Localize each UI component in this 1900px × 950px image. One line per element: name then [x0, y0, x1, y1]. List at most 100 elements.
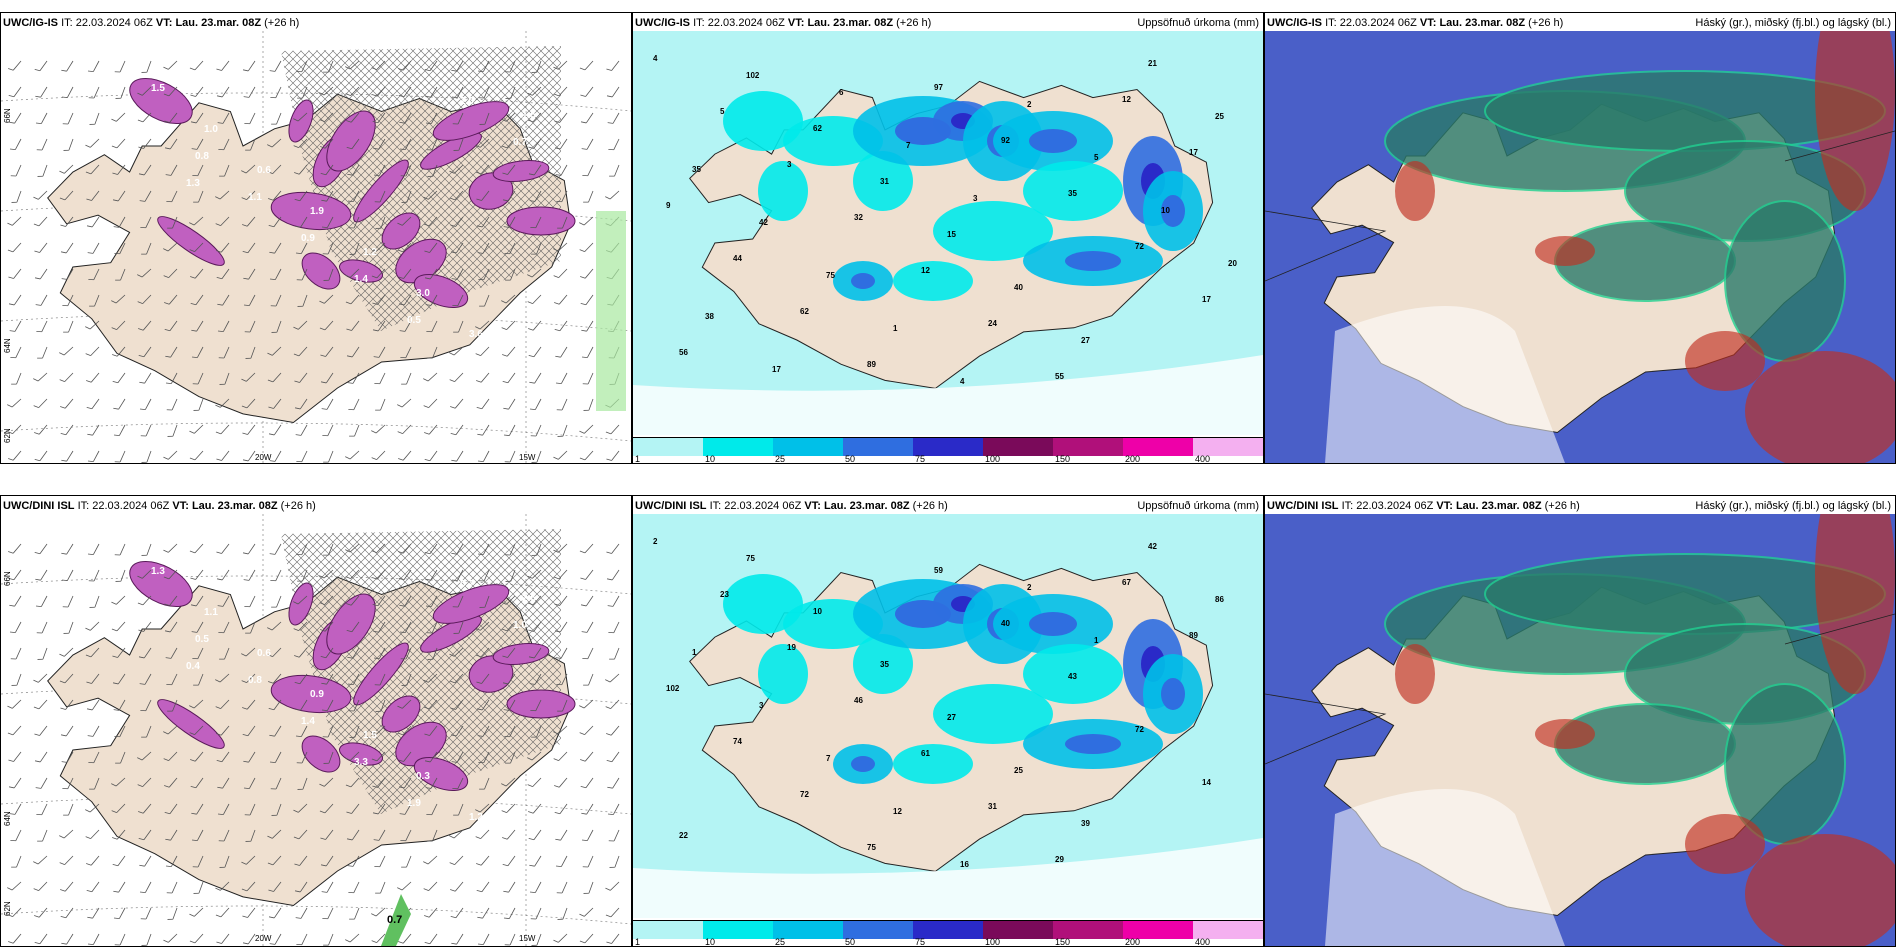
panel-header: UWC/IG-IS IT: 22.03.2024 06Z VT: Lau. 23… — [635, 17, 932, 29]
snow-value-label: 0.4 — [186, 661, 200, 672]
snow-value-label: 0.9 — [301, 233, 315, 244]
precip-value-label: 19 — [787, 643, 796, 652]
precip-value-label: 12 — [921, 266, 930, 275]
precip-value-label: 9 — [666, 201, 671, 210]
precip-value-label: 29 — [1055, 855, 1064, 864]
snow-value-label: 1.0 — [513, 620, 527, 631]
precip-value-label: 1 — [1094, 636, 1099, 645]
legend-level-label: 200 — [1125, 454, 1141, 464]
precip-value-label: 17 — [772, 365, 781, 374]
panel-precip-igis: UWC/IG-IS IT: 22.03.2024 06Z VT: Lau. 23… — [632, 12, 1264, 464]
legend-color-box — [633, 437, 704, 456]
legend-level-label: 1 — [635, 937, 641, 947]
precip-value-label: 56 — [679, 348, 688, 357]
panel-snow-wind-dini: UWC/DINI ISL IT: 22.03.2024 06Z VT: Lau.… — [0, 495, 632, 947]
legend-color-box — [1193, 920, 1263, 939]
panel-clouds-dini: UWC/DINI ISL IT: 22.03.2024 06Z VT: Lau.… — [1264, 495, 1896, 947]
lat-label-62n: 62N — [3, 428, 12, 443]
snow-value-label: 1.1 — [204, 607, 218, 618]
snow-value-label: 0.3 — [416, 771, 430, 782]
precip-value-label: 35 — [880, 660, 889, 669]
precip-value-label: 89 — [867, 360, 876, 369]
legend-level-label: 400 — [1195, 454, 1211, 464]
map-canvas-1: 1.5 1.0 0.6 1.9 1.2 3.0 3.6 1.5 0.8 1.1 0.9 1.4 0.5 1… — [1, 31, 631, 463]
snow-value-label: 1.4 — [354, 274, 368, 285]
precip-map: 2 23 19 46 61 31 29 67 89 102 74 72 75 59 40 43 72 14 22 75… — [633, 514, 1263, 918]
precip-value-label: 31 — [880, 177, 889, 186]
panel-clouds-igis: UWC/IG-IS IT: 22.03.2024 06Z VT: Lau. 23… — [1264, 12, 1896, 464]
legend-level-label: 100 — [985, 454, 1001, 464]
precip-value-label: 75 — [867, 843, 876, 852]
precip-value-label: 27 — [947, 713, 956, 722]
snow-value-label: 1.2 — [363, 247, 377, 258]
snow-value-label: 0.5 — [407, 315, 421, 326]
precip-value-label: 15 — [947, 230, 956, 239]
snow-value-label: 1.2 — [469, 812, 483, 823]
precip-value-label: 23 — [720, 590, 729, 599]
precip-value-label: 42 — [759, 218, 768, 227]
precip-value-label: 12 — [893, 807, 902, 816]
precip-value-label: 61 — [921, 749, 930, 758]
precip-value-label: 62 — [813, 124, 822, 133]
legend-level-label: 75 — [915, 937, 926, 947]
panel-header: UWC/DINI ISL IT: 22.03.2024 06Z VT: Lau.… — [1267, 500, 1580, 512]
snow-value-label: 0.6 — [257, 165, 271, 176]
snow-value-label: 0.5 — [195, 634, 209, 645]
legend-level-label: 150 — [1055, 937, 1071, 947]
panel-right-title: Uppsöfnuð úrkoma (mm) — [1137, 17, 1259, 29]
snow-value-label: 1.0 — [460, 96, 474, 107]
precip-value-label: 39 — [1081, 819, 1090, 828]
precip-value-label: 55 — [1055, 372, 1064, 381]
precip-value-label: 14 — [1202, 778, 1211, 787]
panel-header: UWC/DINI ISL IT: 22.03.2024 06Z VT: Lau.… — [635, 500, 948, 512]
snow-value-label: 0.8 — [195, 151, 209, 162]
precip-value-label: 40 — [1001, 619, 1010, 628]
legend-level-label: 1 — [635, 454, 641, 464]
precip-value-label: 75 — [746, 554, 755, 563]
snow-value-label: 1.5 — [522, 110, 536, 121]
precip-value-label: 67 — [1122, 578, 1131, 587]
precip-value-label: 17 — [1202, 295, 1211, 304]
panel-precip-dini: UWC/DINI ISL IT: 22.03.2024 06Z VT: Lau.… — [632, 495, 1264, 947]
precip-value-label: 35 — [692, 165, 701, 174]
panel-right-title: Háský (gr.), miðský (fj.bl.) og lágský (… — [1695, 500, 1891, 512]
snow-value-label: 3.0 — [416, 288, 430, 299]
legend-level-label: 25 — [775, 937, 786, 947]
precip-value-label: 20 — [1228, 259, 1237, 268]
snow-value-label: 2.6 — [522, 593, 536, 604]
precip-value-label: 1 — [692, 648, 697, 657]
precip-value-label: 5 — [720, 107, 725, 116]
lon-label-20w: 20W — [255, 453, 272, 462]
legend-color-box — [1193, 437, 1263, 456]
precip-value-label: 35 — [1068, 189, 1077, 198]
snow-value-label: 1.9 — [310, 206, 324, 217]
snow-value-label: 1.3 — [151, 566, 165, 577]
map-canvas-4: 1.3 1.1 0.6 0.9 1.5 0.3 1.2 2.6 0.5 0.8 1.4 3.3 1.9 0… — [1, 514, 631, 946]
cloud-map — [1265, 514, 1895, 946]
lon-label-15w: 15W — [519, 934, 536, 943]
panel-header: UWC/IG-IS IT: 22.03.2024 06Z VT: Lau. 23… — [1267, 17, 1564, 29]
precip-value-label: 3 — [973, 194, 978, 203]
precip-legend: 1 10 25 50 75 100 150 200 400 — [633, 920, 1263, 946]
legend-color-box — [633, 920, 704, 939]
legend-level-label: 150 — [1055, 454, 1071, 464]
snow-value-label: 0.9 — [310, 689, 324, 700]
precip-value-label: 25 — [1014, 766, 1023, 775]
precip-value-label: 10 — [1161, 206, 1170, 215]
panel-right-title: Háský (gr.), miðský (fj.bl.) og lágský (… — [1695, 17, 1891, 29]
lon-label-15w: 15W — [519, 453, 536, 462]
precip-value-label: 102 — [746, 71, 760, 80]
snow-value-label: 3.6 — [469, 329, 483, 340]
legend-level-label: 25 — [775, 454, 786, 464]
precip-value-label: 102 — [666, 684, 680, 693]
panel-snow-wind-igis: UWC/IG-IS IT: 22.03.2024 06Z VT: Lau. 23… — [0, 12, 632, 464]
precip-value-label: 97 — [934, 83, 943, 92]
lat-label-62n: 62N — [3, 901, 12, 916]
precip-value-label: 6 — [839, 88, 844, 97]
precip-value-label: 4 — [653, 54, 658, 63]
bottom-value-label: 0.7 — [387, 914, 403, 926]
precip-value-label: 72 — [1135, 725, 1144, 734]
map-canvas-6 — [1265, 514, 1895, 946]
precip-value-label: 72 — [1135, 242, 1144, 251]
precip-value-label: 25 — [1215, 112, 1224, 121]
